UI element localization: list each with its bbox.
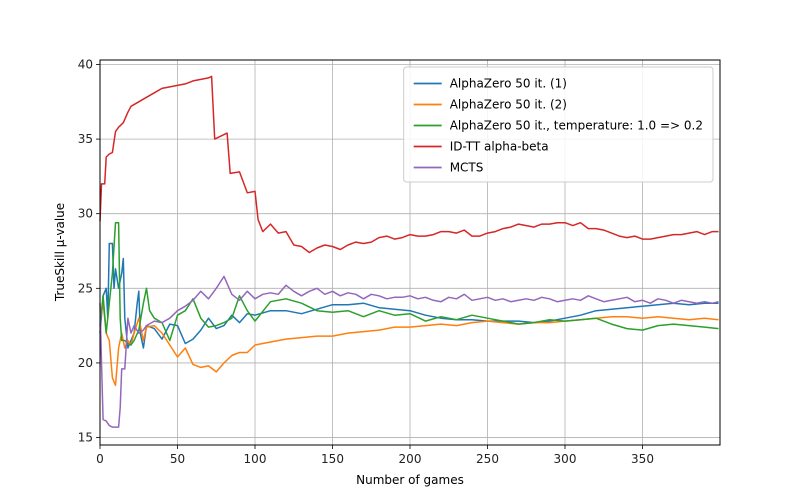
y-tick-label: 20 <box>78 356 93 370</box>
x-tick-label: 0 <box>96 452 104 466</box>
legend-label: AlphaZero 50 it. (2) <box>450 98 567 112</box>
legend-label: ID-TT alpha-beta <box>450 140 549 154</box>
x-tick-label: 100 <box>244 452 267 466</box>
x-tick-label: 300 <box>554 452 577 466</box>
x-tick-label: 50 <box>170 452 185 466</box>
x-tick-label: 150 <box>321 452 344 466</box>
series-line-3 <box>99 221 719 346</box>
y-axis-title: TrueSkill µ-value <box>53 203 67 302</box>
y-tick-label: 25 <box>78 281 93 295</box>
x-tick-label: 250 <box>476 452 499 466</box>
legend-label: AlphaZero 50 it. (1) <box>450 77 567 91</box>
legend-label: AlphaZero 50 it., temperature: 1.0 => 0.… <box>450 119 703 133</box>
y-tick-label: 15 <box>78 431 93 445</box>
y-tick-label: 30 <box>78 207 93 221</box>
legend: AlphaZero 50 it. (1) AlphaZero 50 it. (2)… <box>403 66 714 183</box>
x-tick-label: 350 <box>631 452 654 466</box>
x-tick-label: 200 <box>399 452 422 466</box>
y-tick-label: 35 <box>78 132 93 146</box>
y-tick-label: 40 <box>78 57 93 71</box>
legend-box <box>403 66 714 183</box>
x-axis-title: Number of games <box>356 473 464 487</box>
series-line-5 <box>99 275 719 428</box>
legend-label: MCTS <box>450 161 484 175</box>
axis-ticks: 0 50 100 150 200 250 300 350 15 20 25 30 35 40 <box>78 57 654 466</box>
series-layer <box>99 75 719 428</box>
series-line-4 <box>99 75 719 254</box>
